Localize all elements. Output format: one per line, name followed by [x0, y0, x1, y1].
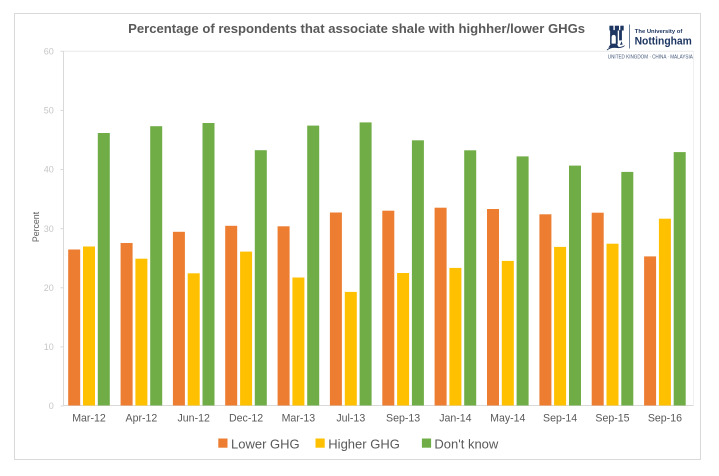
svg-text:60: 60 — [44, 46, 54, 56]
svg-text:20: 20 — [44, 283, 54, 293]
svg-text:Mar-13: Mar-13 — [282, 413, 316, 425]
svg-text:UNITED KINGDOM · CHINA · MALAY: UNITED KINGDOM · CHINA · MALAYSIA — [608, 55, 694, 61]
svg-text:Dec-12: Dec-12 — [229, 413, 263, 425]
svg-text:Sep-13: Sep-13 — [386, 413, 420, 425]
svg-text:Mar-12: Mar-12 — [72, 413, 106, 425]
svg-text:Percent: Percent — [31, 211, 41, 242]
svg-text:Jan-14: Jan-14 — [439, 413, 471, 425]
svg-text:Sep-14: Sep-14 — [543, 413, 577, 425]
svg-text:40: 40 — [44, 165, 54, 175]
svg-text:The University of: The University of — [635, 29, 683, 35]
svg-text:Higher GHG: Higher GHG — [328, 436, 400, 451]
svg-text:Jul-13: Jul-13 — [336, 413, 365, 425]
svg-text:50: 50 — [44, 106, 54, 116]
svg-text:10: 10 — [44, 342, 54, 352]
svg-text:Lower GHG: Lower GHG — [231, 436, 300, 451]
svg-text:Jun-12: Jun-12 — [177, 413, 209, 425]
svg-text:May-14: May-14 — [490, 413, 525, 425]
svg-text:Sep-16: Sep-16 — [648, 413, 682, 425]
svg-text:30: 30 — [44, 224, 54, 234]
svg-text:Don't know: Don't know — [434, 436, 499, 451]
svg-text:Percentage of respondents that: Percentage of respondents that associate… — [128, 21, 585, 36]
svg-text:Nottingham: Nottingham — [635, 35, 692, 47]
svg-text:Apr-12: Apr-12 — [126, 413, 158, 425]
svg-text:Sep-15: Sep-15 — [595, 413, 629, 425]
svg-text:0: 0 — [49, 401, 54, 411]
